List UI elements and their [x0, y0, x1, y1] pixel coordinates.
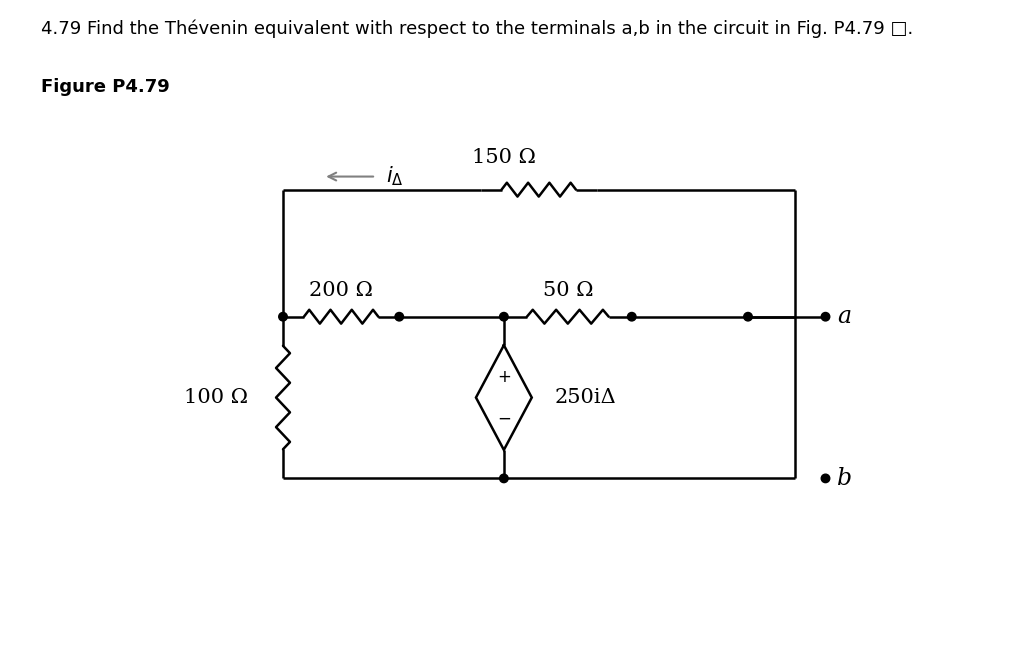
- Text: 4.79 Find the Thévenin equivalent with respect to the terminals a,b in the circu: 4.79 Find the Thévenin equivalent with r…: [41, 20, 913, 38]
- Circle shape: [500, 474, 508, 483]
- Text: 250iΔ: 250iΔ: [554, 388, 616, 407]
- Circle shape: [500, 313, 508, 321]
- Text: 150 Ω: 150 Ω: [472, 148, 536, 166]
- Text: a: a: [838, 306, 851, 328]
- Text: b: b: [838, 467, 852, 490]
- Text: 100 Ω: 100 Ω: [184, 388, 248, 407]
- Circle shape: [743, 313, 753, 321]
- Text: $i_\Delta$: $i_\Delta$: [386, 164, 403, 188]
- Circle shape: [821, 474, 829, 483]
- Circle shape: [821, 313, 829, 321]
- Text: +: +: [497, 368, 511, 385]
- Text: Figure P4.79: Figure P4.79: [41, 78, 170, 96]
- Text: 200 Ω: 200 Ω: [309, 281, 373, 300]
- Circle shape: [395, 313, 403, 321]
- Circle shape: [279, 313, 288, 321]
- Text: 50 Ω: 50 Ω: [543, 281, 593, 300]
- Circle shape: [628, 313, 636, 321]
- Text: −: −: [497, 410, 511, 427]
